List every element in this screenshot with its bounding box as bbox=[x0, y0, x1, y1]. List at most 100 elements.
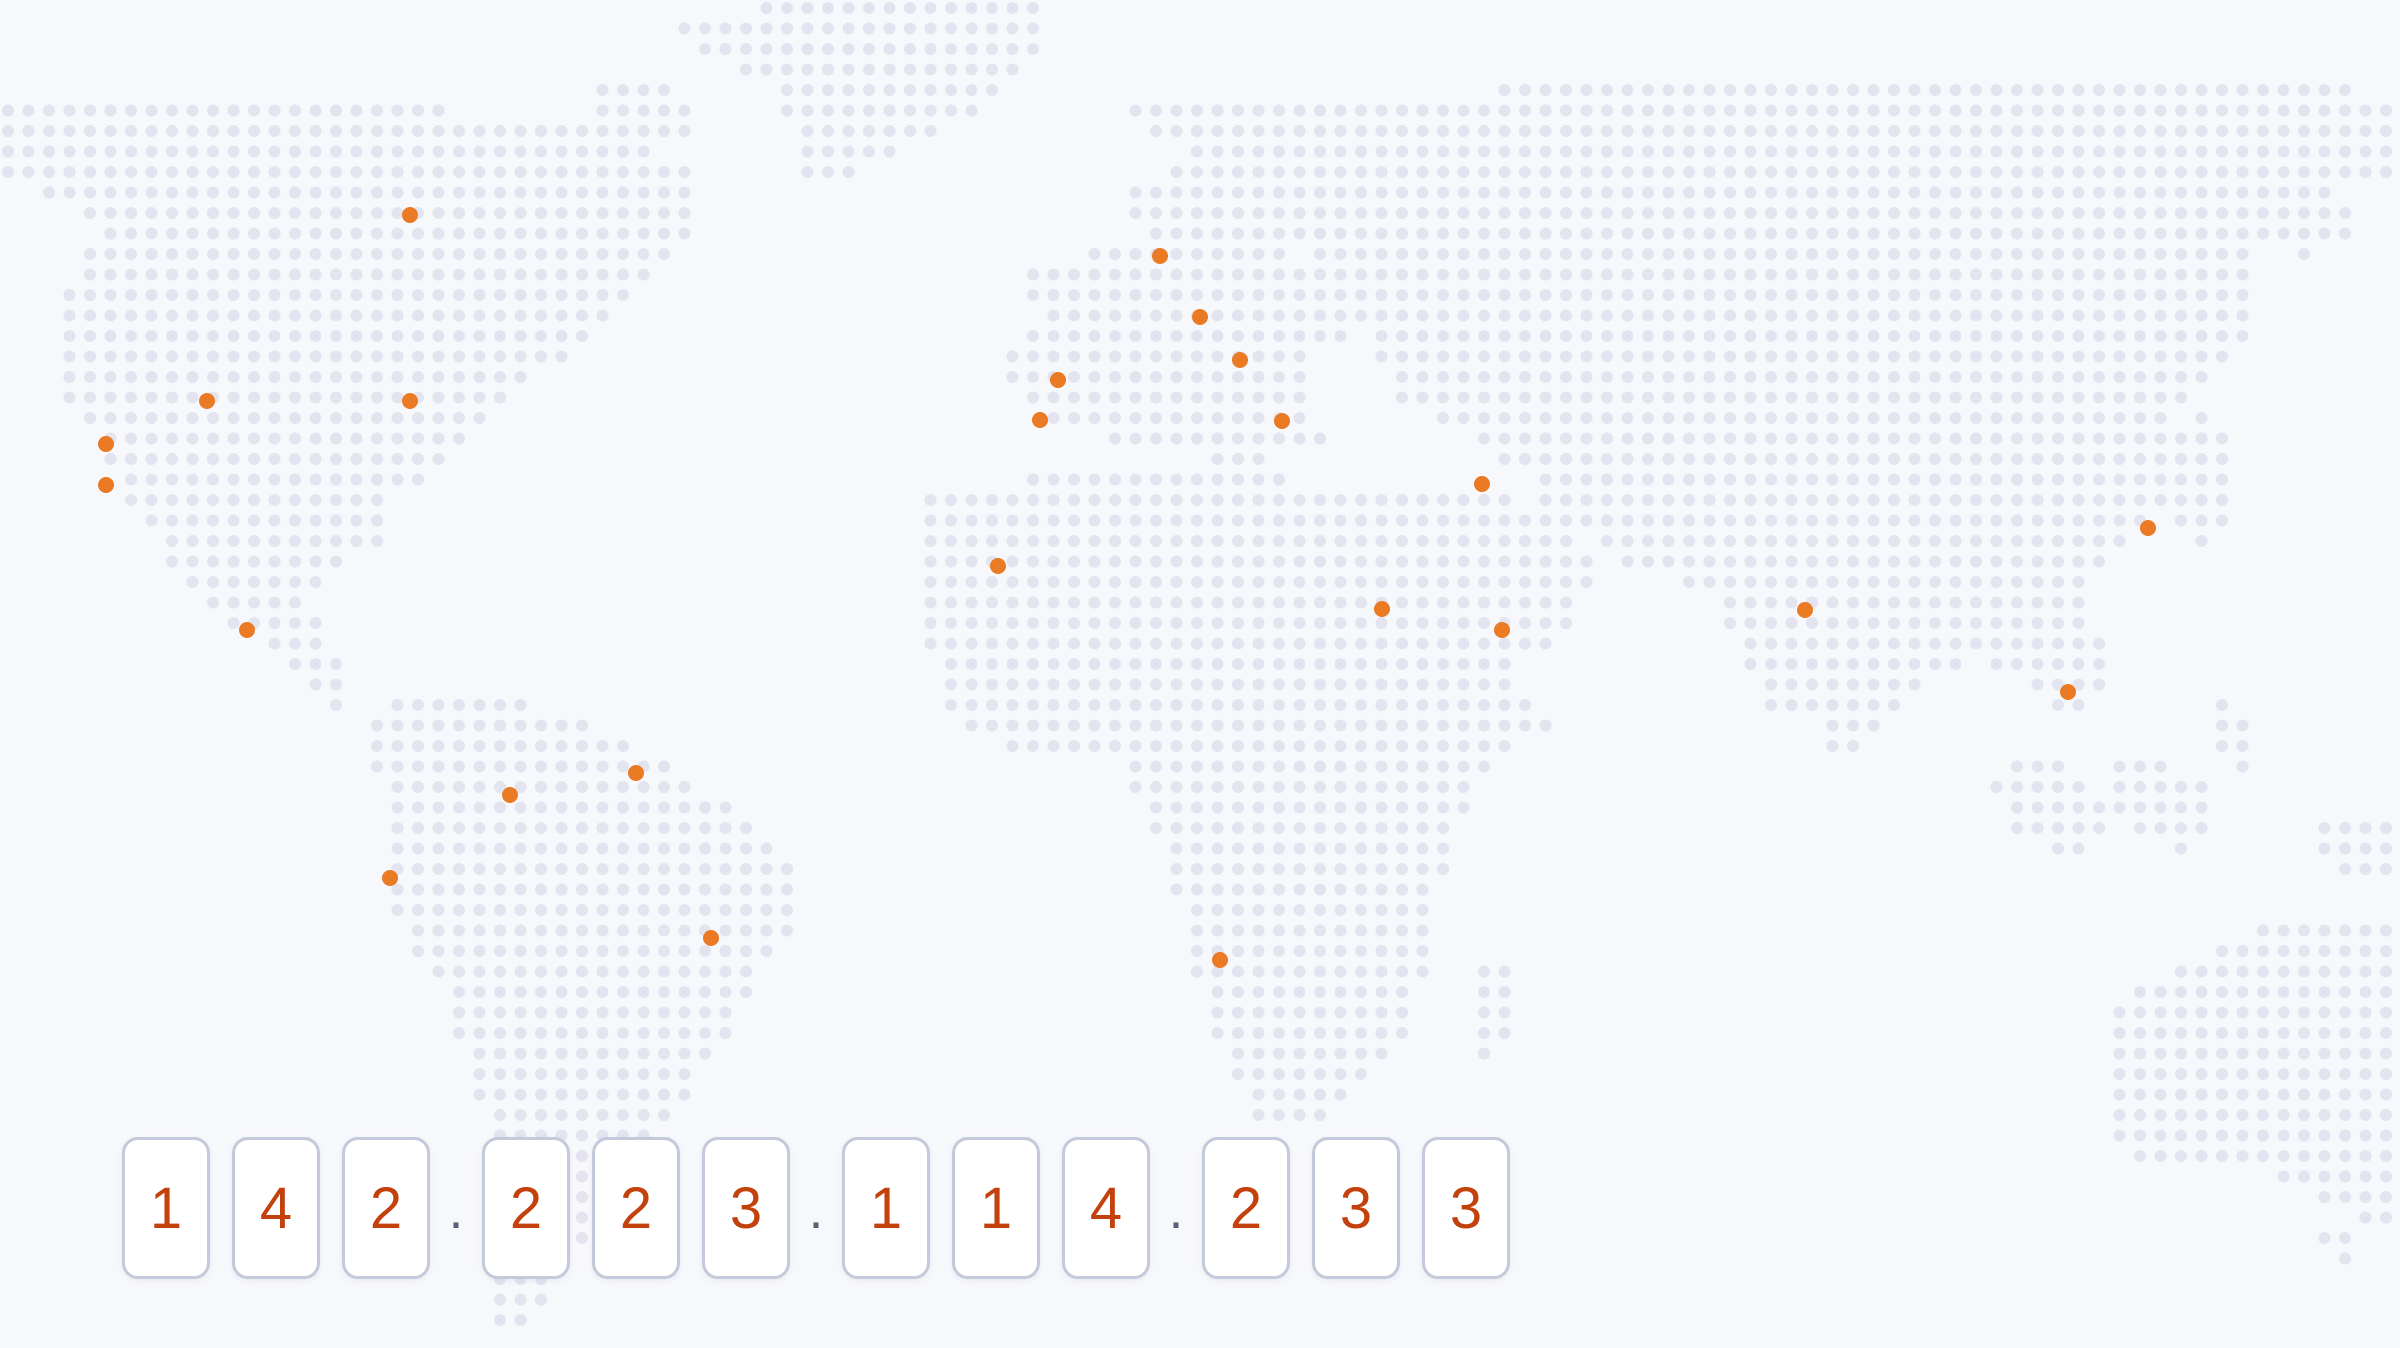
land-dot bbox=[2113, 1088, 2126, 1101]
land-dot bbox=[1929, 494, 1941, 506]
land-dot bbox=[289, 576, 301, 588]
land-dot bbox=[1027, 268, 1039, 281]
land-dot bbox=[863, 84, 875, 96]
land-dot bbox=[1252, 637, 1265, 650]
land-dot bbox=[1929, 555, 1941, 568]
land-dot bbox=[125, 268, 137, 281]
land-dot bbox=[1375, 678, 1388, 691]
land-dot bbox=[1273, 473, 1285, 486]
land-dot bbox=[1211, 781, 1224, 793]
land-dot bbox=[1457, 350, 1470, 363]
land-dot bbox=[2277, 1047, 2290, 1060]
land-dot bbox=[1621, 84, 1634, 96]
land-dot bbox=[1847, 699, 1859, 711]
land-dot bbox=[555, 1068, 568, 1080]
land-dot bbox=[1457, 555, 1470, 568]
land-dot bbox=[1437, 330, 1449, 342]
land-dot bbox=[535, 289, 547, 301]
land-dot bbox=[1437, 207, 1449, 219]
land-dot bbox=[2011, 576, 2023, 588]
land-dot bbox=[1744, 576, 1757, 588]
land-dot bbox=[637, 883, 650, 896]
land-dot bbox=[1109, 248, 1121, 260]
land-dot bbox=[2216, 1047, 2228, 1060]
land-dot bbox=[145, 289, 158, 301]
land-dot bbox=[822, 104, 834, 117]
land-dot bbox=[2031, 535, 2044, 547]
land-dot bbox=[1949, 104, 1962, 117]
land-dot bbox=[1375, 863, 1388, 875]
land-dot bbox=[514, 1047, 527, 1060]
land-dot bbox=[2072, 104, 2085, 117]
land-dot bbox=[227, 125, 240, 137]
land-dot bbox=[1437, 863, 1449, 875]
land-dot bbox=[555, 863, 568, 875]
land-dot bbox=[2052, 555, 2064, 568]
land-dot bbox=[1273, 371, 1285, 383]
land-dot bbox=[514, 904, 527, 916]
land-dot bbox=[2031, 268, 2044, 281]
land-dot bbox=[617, 1027, 629, 1039]
land-dot bbox=[2359, 145, 2372, 158]
land-dot bbox=[514, 1293, 527, 1306]
land-dot bbox=[2298, 84, 2310, 96]
land-dot bbox=[1334, 760, 1347, 773]
land-dot bbox=[2318, 924, 2331, 937]
land-dot bbox=[1908, 432, 1921, 445]
land-dot bbox=[1396, 371, 1408, 383]
land-dot bbox=[2216, 1006, 2228, 1019]
land-dot bbox=[186, 309, 199, 322]
land-dot bbox=[1703, 309, 1716, 322]
land-dot bbox=[1355, 186, 1367, 199]
land-dot bbox=[166, 125, 178, 137]
land-dot bbox=[1560, 432, 1572, 445]
land-dot bbox=[2318, 1129, 2331, 1142]
land-dot bbox=[1191, 104, 1203, 117]
land-dot bbox=[1744, 268, 1757, 281]
land-dot bbox=[1806, 535, 1818, 547]
land-dot bbox=[125, 432, 137, 445]
land-dot bbox=[1334, 904, 1347, 916]
land-dot bbox=[1478, 514, 1490, 527]
land-dot bbox=[2072, 678, 2085, 691]
land-dot bbox=[330, 555, 342, 568]
land-dot bbox=[2175, 1047, 2187, 1060]
land-dot bbox=[1396, 965, 1408, 978]
land-dot bbox=[2216, 145, 2228, 158]
land-dot bbox=[268, 412, 281, 424]
land-dot bbox=[2277, 1027, 2290, 1039]
land-dot bbox=[637, 863, 650, 875]
land-dot bbox=[330, 494, 342, 506]
land-dot bbox=[2175, 371, 2187, 383]
land-dot bbox=[248, 207, 260, 219]
land-dot bbox=[2339, 125, 2351, 137]
land-dot bbox=[1129, 207, 1142, 219]
land-dot bbox=[1949, 637, 1962, 650]
land-dot bbox=[760, 924, 773, 937]
land-dot bbox=[637, 1006, 650, 1019]
land-dot bbox=[2031, 596, 2044, 609]
land-dot bbox=[125, 309, 137, 322]
land-dot bbox=[2277, 104, 2290, 117]
land-dot bbox=[1580, 125, 1593, 137]
land-dot bbox=[2113, 1109, 2126, 1121]
land-dot bbox=[371, 432, 383, 445]
land-dot bbox=[2011, 391, 2023, 404]
land-dot bbox=[1806, 412, 1818, 424]
land-dot bbox=[2175, 104, 2187, 117]
land-dot bbox=[1252, 268, 1265, 281]
land-dot bbox=[1293, 309, 1306, 322]
land-dot bbox=[965, 22, 978, 35]
land-dot bbox=[822, 84, 834, 96]
land-dot bbox=[1519, 412, 1531, 424]
land-dot bbox=[945, 596, 957, 609]
land-dot bbox=[453, 186, 465, 199]
land-dot bbox=[1416, 576, 1429, 588]
land-dot bbox=[1191, 699, 1203, 711]
land-dot bbox=[350, 514, 363, 527]
land-dot bbox=[1519, 453, 1531, 465]
land-dot bbox=[1457, 535, 1470, 547]
land-dot bbox=[1457, 637, 1470, 650]
land-dot bbox=[1847, 289, 1859, 301]
land-dot bbox=[1437, 309, 1449, 322]
